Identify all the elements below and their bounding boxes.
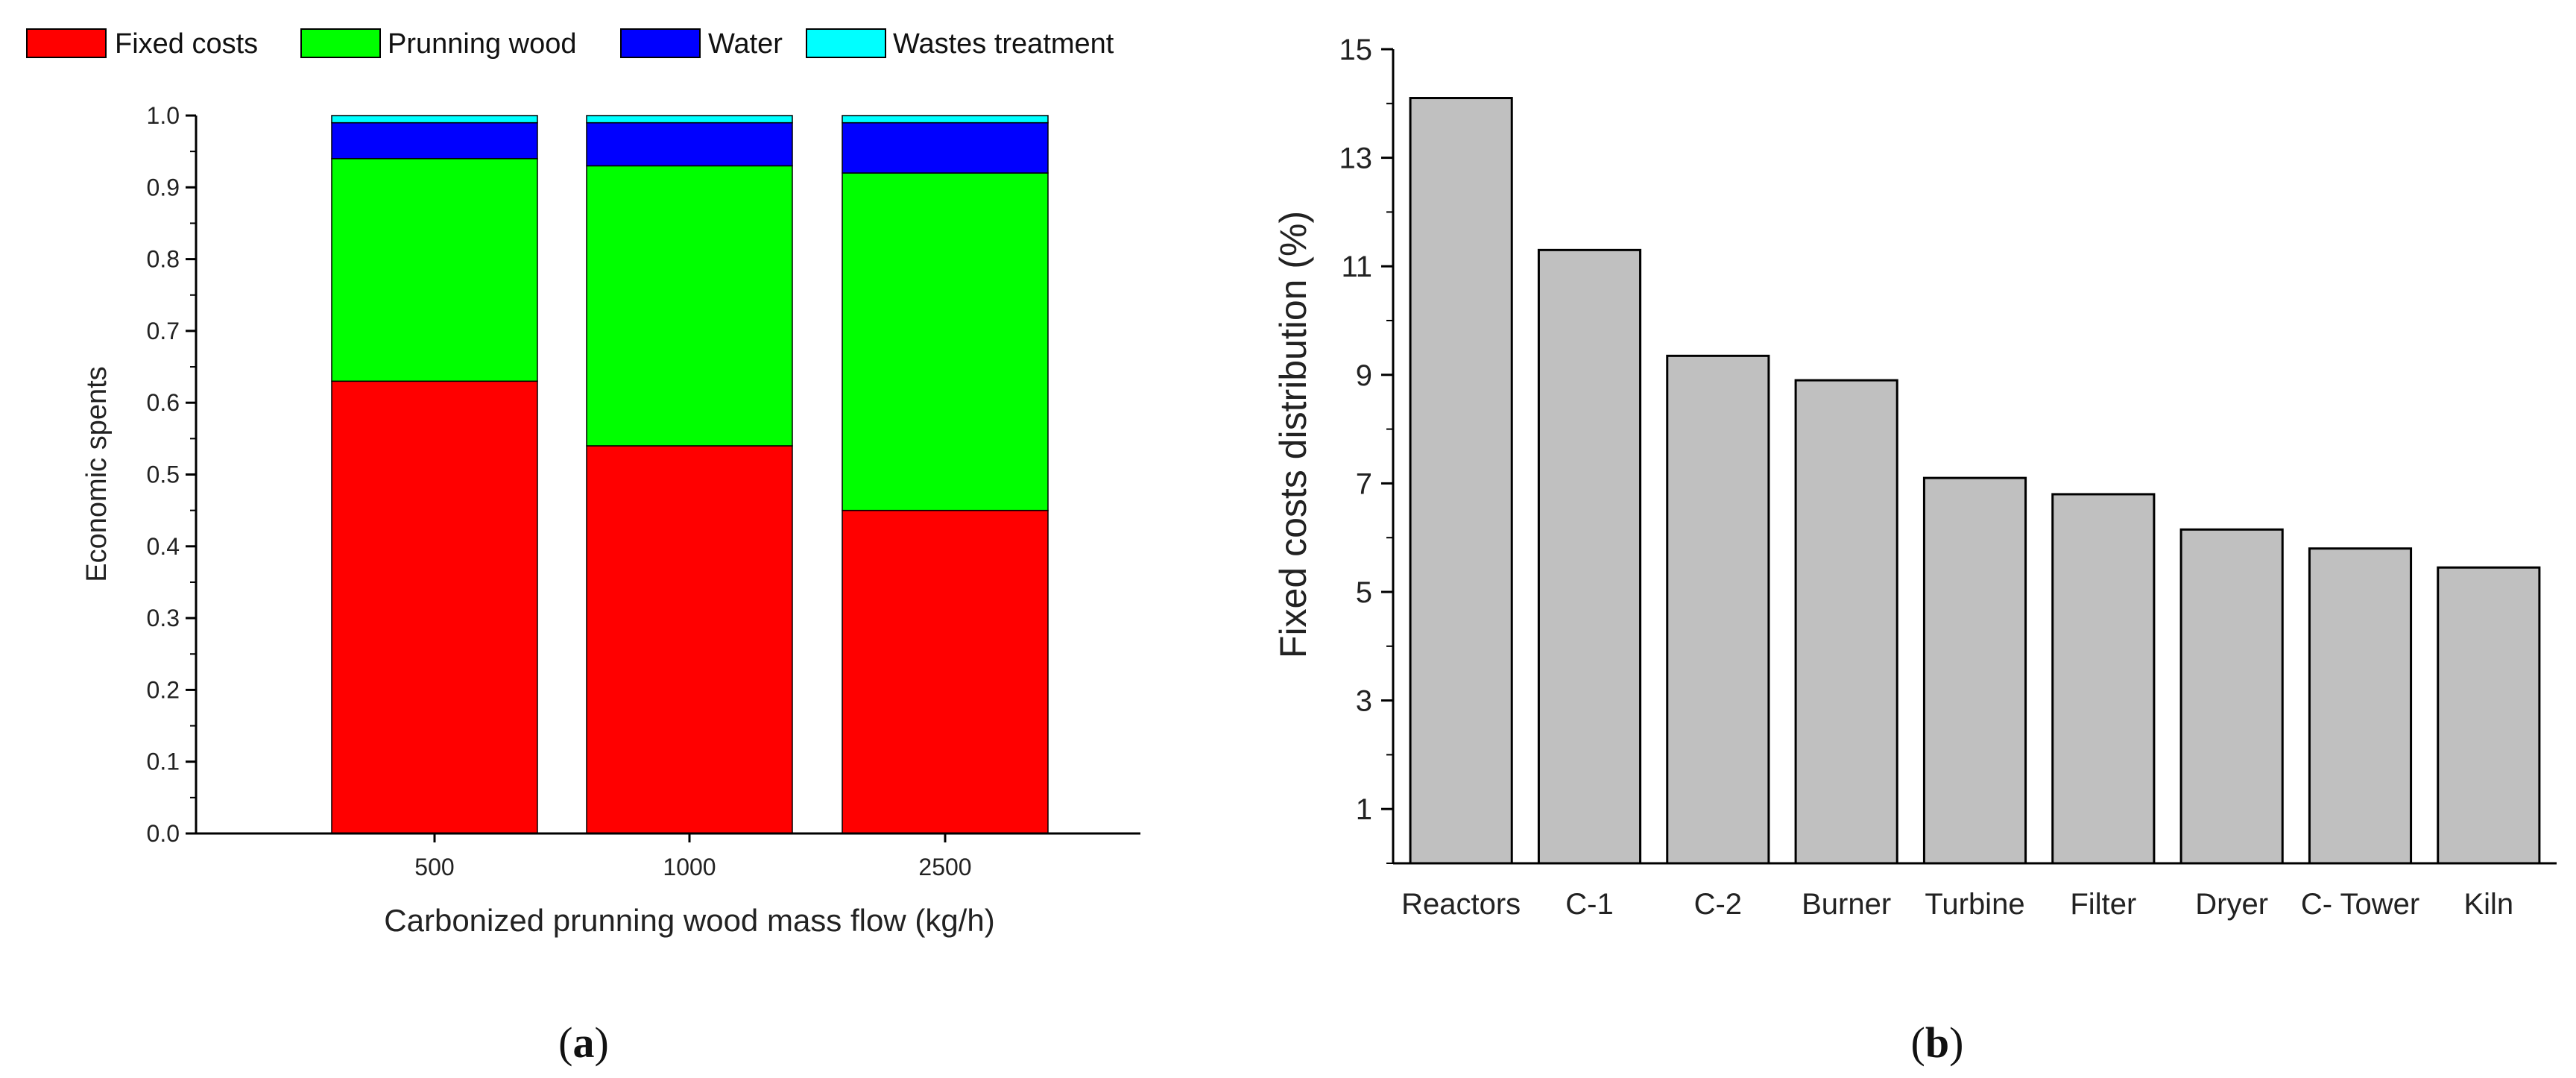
- a-bar-segment: [586, 165, 793, 447]
- b-x-tick-label: Dryer: [2195, 888, 2268, 921]
- b-bar: [1409, 97, 1513, 865]
- a-x-tick-label: 2500: [918, 854, 971, 880]
- a-y-tick-label: 0.6: [147, 389, 180, 416]
- b-bars: [1409, 97, 2541, 865]
- a-bar-segment: [331, 122, 538, 160]
- panel-label-a: (a): [558, 1018, 609, 1067]
- a-bar-segment: [331, 158, 538, 382]
- b-y-tick-label: 7: [1356, 467, 1372, 500]
- a-y-tick-label: 0.2: [147, 676, 180, 703]
- b-bar: [1537, 248, 1642, 865]
- b-x-tick-label: Burner: [1802, 888, 1891, 921]
- b-bar: [2179, 528, 2284, 865]
- b-y-tick-label: 13: [1339, 142, 1373, 175]
- a-y-tick-label: 0.9: [147, 174, 180, 201]
- b-x-axis: Reactors C-1 C-2 Burner Turbine Filter Dryer C-…: [1393, 862, 2557, 921]
- a-y-tick-label: 0.5: [147, 461, 180, 488]
- legend-label-fixed-costs: Fixed costs: [115, 28, 258, 60]
- a-bar-segment: [586, 445, 793, 834]
- b-y-tick-label: 5: [1356, 576, 1372, 609]
- a-y-tick-label: 0.4: [147, 533, 180, 560]
- legend-a: Fixed costs Prunning wood Water Wastes t…: [26, 28, 1114, 60]
- b-y-axis-title: Fixed costs distribution (%): [1272, 211, 1314, 658]
- legend-swatch-wastes-treatment: [806, 28, 886, 58]
- a-bar-segment: [842, 115, 1049, 124]
- b-bar: [1666, 354, 1770, 865]
- a-y-tick-label: 0.8: [147, 246, 180, 273]
- a-y-tick-label: 1.0: [147, 102, 180, 129]
- a-bar-segment: [586, 122, 793, 167]
- b-x-tick-label: Kiln: [2463, 888, 2513, 921]
- b-x-tick-label: C- Tower: [2301, 888, 2419, 921]
- b-x-tick-label: Filter: [2070, 888, 2136, 921]
- a-y-tick-label: 0.1: [147, 748, 180, 775]
- panel-label-b: (b): [1911, 1018, 1964, 1067]
- b-y-tick-label: 15: [1339, 34, 1373, 66]
- a-x-tick-label: 1000: [663, 854, 716, 880]
- legend-label-prunning-wood: Prunning wood: [388, 28, 577, 60]
- legend-swatch-water: [620, 28, 701, 58]
- a-y-tick-label: 0.7: [147, 318, 180, 344]
- b-x-tick-label: C-2: [1694, 888, 1742, 921]
- a-bar-segment: [842, 122, 1049, 174]
- b-bar: [2437, 566, 2541, 865]
- b-y-tick-label: 9: [1356, 359, 1372, 392]
- plot-a: 0.0 0.1 0.2 0.3 0.4 0.5 0.6 0.7 0.8 0.9 1.0 500 100…: [81, 102, 1140, 938]
- a-bars: [331, 115, 1049, 834]
- a-bar-segment: [331, 380, 538, 834]
- a-x-axis: 500 1000 2500: [196, 832, 1140, 880]
- b-bar: [2308, 547, 2413, 865]
- a-bar-segment: [331, 115, 538, 124]
- b-x-tick-label: C-1: [1565, 888, 1613, 921]
- legend-swatch-prunning-wood: [300, 28, 381, 58]
- b-y-tick-label: 3: [1356, 685, 1372, 718]
- a-bar-segment: [842, 172, 1049, 511]
- b-x-tick-label: Turbine: [1925, 888, 2024, 921]
- a-y-tick-label: 0.0: [147, 820, 180, 847]
- a-y-tick-label: 0.3: [147, 605, 180, 631]
- legend-label-wastes-treatment: Wastes treatment: [893, 28, 1114, 60]
- b-bar: [1794, 379, 1898, 865]
- a-bar-segment: [586, 115, 793, 124]
- b-y-tick-label: 1: [1356, 793, 1372, 826]
- b-x-tick-label: Reactors: [1401, 888, 1521, 921]
- b-bar: [1922, 476, 2027, 865]
- a-x-tick-label: 500: [414, 854, 454, 880]
- b-y-tick-label: 11: [1341, 250, 1372, 283]
- legend-label-water: Water: [708, 28, 783, 60]
- b-bar: [2051, 493, 2156, 865]
- a-x-axis-title: Carbonized prunning wood mass flow (kg/h…: [384, 903, 994, 938]
- a-y-axis: 0.0 0.1 0.2 0.3 0.4 0.5 0.6 0.7 0.8 0.9 1.0: [147, 102, 198, 847]
- legend-swatch-fixed-costs: [26, 28, 107, 58]
- a-y-axis-title: Economic spents: [81, 366, 113, 581]
- a-bar-segment: [842, 509, 1049, 834]
